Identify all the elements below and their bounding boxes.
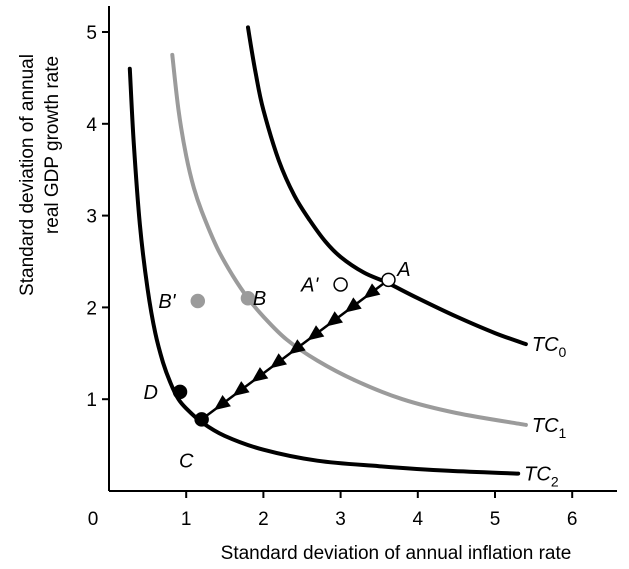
movement-arrow-5 bbox=[288, 339, 306, 355]
y-axis-title-line-2: real GDP growth rate bbox=[42, 56, 63, 234]
y-tick-label-1: 1 bbox=[86, 390, 97, 411]
point-c bbox=[194, 412, 209, 427]
points-layer: A A' B B' C D bbox=[143, 259, 410, 473]
y-tick-label-4: 4 bbox=[86, 115, 97, 136]
y-tick-label-5: 5 bbox=[86, 23, 97, 44]
point-a-prime bbox=[333, 277, 348, 292]
x-tick-label-1: 1 bbox=[181, 509, 192, 530]
point-label-a-prime: A' bbox=[300, 274, 319, 296]
movement-arrow-6 bbox=[270, 353, 287, 369]
movement-arrow-2 bbox=[344, 297, 362, 313]
y-ticks: 1 2 3 4 5 bbox=[86, 23, 109, 411]
point-label-a: A bbox=[396, 259, 410, 281]
tc1-curve bbox=[170, 52, 528, 427]
point-a bbox=[381, 272, 396, 288]
point-label-d: D bbox=[143, 382, 157, 404]
x-tick-label-2: 2 bbox=[258, 509, 269, 530]
point-label-b-prime: B' bbox=[158, 291, 176, 313]
movement-arrow-8 bbox=[232, 381, 250, 397]
x-axis-title: Standard deviation of annual inflation r… bbox=[221, 543, 572, 564]
tc2-curve bbox=[127, 66, 521, 476]
x-tick-label-5: 5 bbox=[490, 509, 501, 530]
movement-arrow-1 bbox=[363, 283, 381, 299]
x-ticks: 0 1 2 3 4 5 6 bbox=[88, 491, 578, 530]
x-tick-label-4: 4 bbox=[413, 509, 424, 530]
tc0-label: TC0 bbox=[532, 334, 567, 360]
x-tick-label-3: 3 bbox=[335, 509, 346, 530]
x-tick-label-0: 0 bbox=[88, 509, 99, 530]
x-tick-label-6: 6 bbox=[567, 509, 578, 530]
y-tick-label-3: 3 bbox=[86, 207, 97, 228]
movement-arrow-3 bbox=[326, 311, 343, 327]
movement-layer bbox=[200, 278, 390, 421]
tc2-label: TC2 bbox=[524, 464, 559, 490]
point-b-prime bbox=[190, 293, 206, 309]
movement-arrow-4 bbox=[307, 325, 325, 341]
y-tick-label-2: 2 bbox=[86, 298, 97, 319]
tc1-label: TC1 bbox=[532, 415, 567, 441]
point-label-c: C bbox=[179, 451, 194, 473]
movement-arrow-7 bbox=[251, 367, 269, 383]
tc0-curve bbox=[246, 25, 528, 347]
point-b bbox=[240, 290, 256, 306]
movement-arrow-9 bbox=[213, 395, 231, 411]
point-label-b: B bbox=[253, 288, 266, 310]
y-axis-title-line-1: Standard deviation of annual bbox=[17, 54, 38, 296]
point-d bbox=[172, 384, 188, 400]
